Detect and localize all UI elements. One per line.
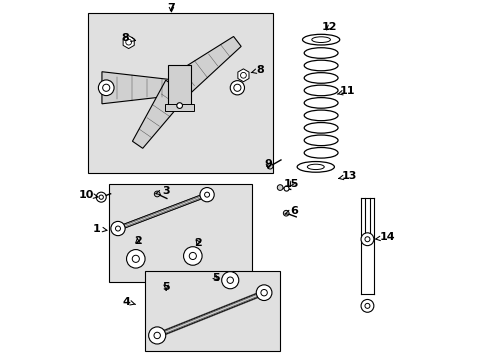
Text: 8: 8 <box>251 65 264 75</box>
Bar <box>165 104 194 111</box>
Text: 13: 13 <box>338 171 357 181</box>
Polygon shape <box>102 72 177 104</box>
Circle shape <box>200 188 214 202</box>
Text: 2: 2 <box>133 236 141 246</box>
Text: 9: 9 <box>264 159 272 170</box>
Circle shape <box>111 221 125 236</box>
Text: 11: 11 <box>337 86 355 96</box>
Ellipse shape <box>311 37 330 42</box>
Circle shape <box>183 247 202 265</box>
Circle shape <box>96 192 106 202</box>
Text: 1: 1 <box>93 224 107 234</box>
Polygon shape <box>123 36 134 49</box>
Bar <box>167 64 191 109</box>
Circle shape <box>364 237 369 242</box>
Circle shape <box>154 332 160 339</box>
Text: 3: 3 <box>156 186 169 196</box>
Circle shape <box>98 80 114 96</box>
Bar <box>144 271 280 351</box>
Text: 14: 14 <box>375 233 394 242</box>
Circle shape <box>233 84 241 91</box>
Circle shape <box>364 303 369 309</box>
Circle shape <box>284 186 288 191</box>
Circle shape <box>115 226 120 231</box>
Bar <box>87 13 272 173</box>
Text: 6: 6 <box>285 206 298 216</box>
Circle shape <box>256 285 271 301</box>
Text: 2: 2 <box>194 238 202 248</box>
Circle shape <box>261 289 267 296</box>
Circle shape <box>283 210 288 216</box>
Ellipse shape <box>306 164 324 170</box>
Circle shape <box>226 277 233 283</box>
Circle shape <box>240 72 246 78</box>
Text: 5: 5 <box>212 274 219 283</box>
Circle shape <box>148 327 165 344</box>
Circle shape <box>99 195 103 199</box>
Circle shape <box>189 252 196 260</box>
Circle shape <box>102 84 110 91</box>
Circle shape <box>360 233 373 246</box>
Circle shape <box>125 39 131 45</box>
Circle shape <box>132 255 139 262</box>
Circle shape <box>204 192 209 197</box>
Bar <box>109 184 251 282</box>
Text: 10: 10 <box>78 190 98 200</box>
Text: 12: 12 <box>321 22 336 32</box>
Circle shape <box>360 300 373 312</box>
Circle shape <box>98 194 104 200</box>
Ellipse shape <box>302 34 339 45</box>
Circle shape <box>177 103 182 108</box>
Polygon shape <box>237 69 248 82</box>
Ellipse shape <box>297 162 334 172</box>
Circle shape <box>154 191 160 197</box>
Text: 15: 15 <box>283 179 299 189</box>
Circle shape <box>277 185 283 190</box>
Circle shape <box>126 249 145 268</box>
Circle shape <box>230 81 244 95</box>
Polygon shape <box>168 36 241 98</box>
Circle shape <box>267 163 272 169</box>
Text: 5: 5 <box>162 282 169 292</box>
Text: 7: 7 <box>167 3 175 13</box>
Text: 4: 4 <box>122 297 135 307</box>
Polygon shape <box>132 80 187 148</box>
Circle shape <box>221 272 238 289</box>
Text: 8: 8 <box>121 33 135 43</box>
